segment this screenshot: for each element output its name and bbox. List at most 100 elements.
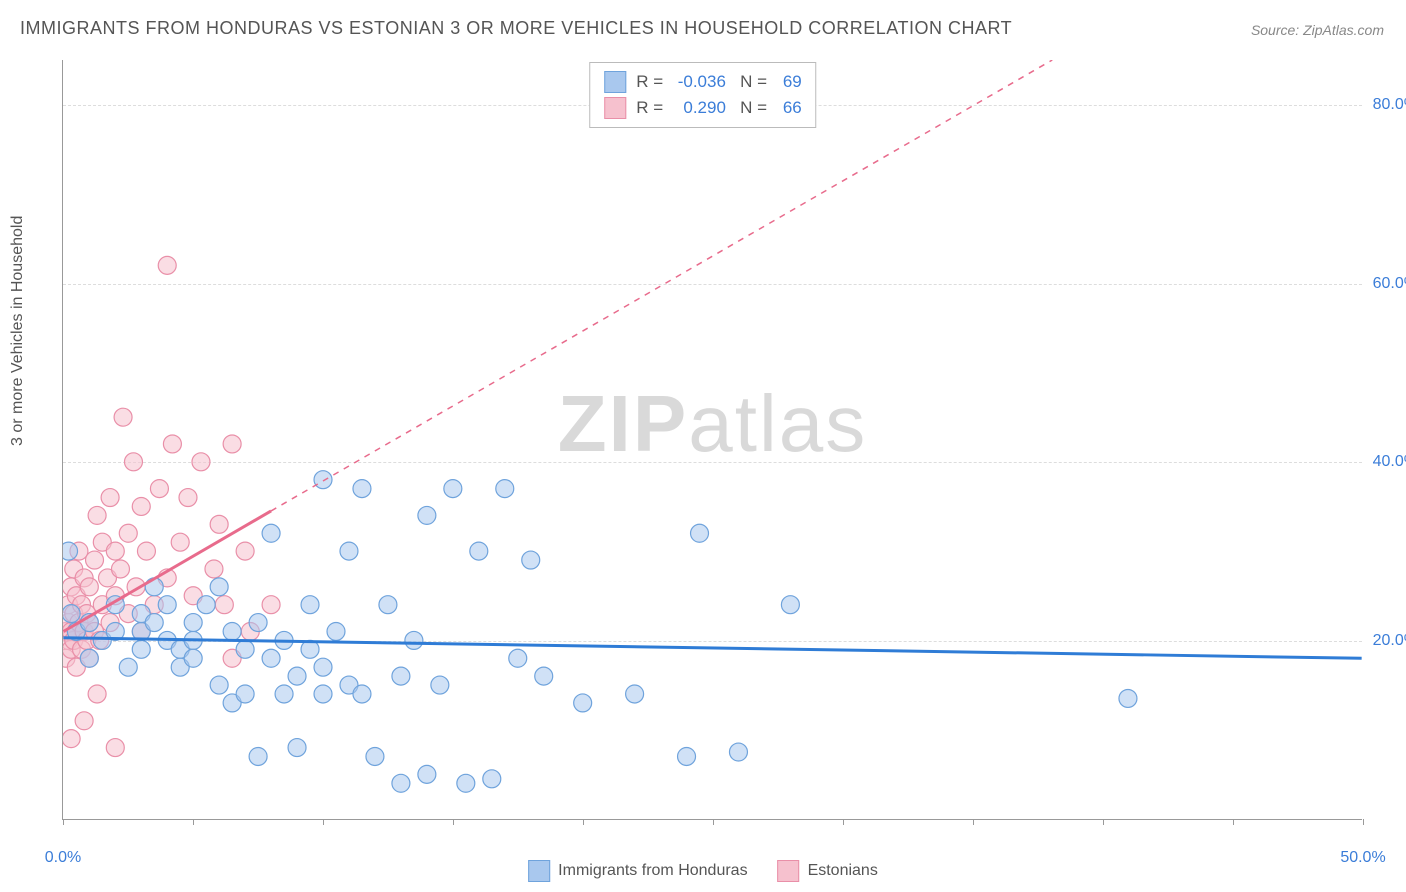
- bottom-legend-item: Estonians: [778, 860, 878, 882]
- bottom-legend-item: Immigrants from Honduras: [528, 860, 747, 882]
- data-point: [75, 712, 93, 730]
- data-point: [124, 453, 142, 471]
- data-point: [223, 622, 241, 640]
- x-tick: [713, 819, 714, 825]
- data-point: [210, 676, 228, 694]
- data-point: [405, 631, 423, 649]
- data-point: [340, 542, 358, 560]
- x-tick: [323, 819, 324, 825]
- data-point: [223, 435, 241, 453]
- data-point: [210, 515, 228, 533]
- data-point: [288, 739, 306, 757]
- data-point: [314, 685, 332, 703]
- data-point: [236, 685, 254, 703]
- data-point: [444, 480, 462, 498]
- data-point: [301, 596, 319, 614]
- data-point: [781, 596, 799, 614]
- data-point: [80, 649, 98, 667]
- data-point: [145, 578, 163, 596]
- data-point: [132, 640, 150, 658]
- data-point: [63, 542, 78, 560]
- y-tick-label: 60.0%: [1373, 275, 1406, 293]
- data-point: [111, 560, 129, 578]
- data-point: [145, 614, 163, 632]
- legend-swatch: [604, 97, 626, 119]
- data-point: [137, 542, 155, 560]
- data-point: [314, 471, 332, 489]
- y-tick-label: 40.0%: [1373, 453, 1406, 471]
- data-point: [288, 667, 306, 685]
- bottom-legend: Immigrants from Honduras Estonians: [528, 860, 878, 882]
- data-point: [88, 685, 106, 703]
- x-tick: [843, 819, 844, 825]
- chart-title: IMMIGRANTS FROM HONDURAS VS ESTONIAN 3 O…: [20, 18, 1012, 39]
- data-point: [262, 524, 280, 542]
- data-point: [353, 685, 371, 703]
- data-point: [184, 649, 202, 667]
- stats-legend: R = -0.036 N = 69R = 0.290 N = 66: [589, 62, 816, 128]
- data-point: [431, 676, 449, 694]
- data-point: [522, 551, 540, 569]
- y-tick-label: 80.0%: [1373, 96, 1406, 114]
- data-point: [210, 578, 228, 596]
- scatter-plot-svg: [63, 60, 1362, 819]
- data-point: [158, 256, 176, 274]
- data-point: [483, 770, 501, 788]
- x-tick-label: 0.0%: [45, 849, 81, 867]
- data-point: [119, 658, 137, 676]
- data-point: [327, 622, 345, 640]
- data-point: [80, 578, 98, 596]
- stat-legend-row: R = -0.036 N = 69: [604, 69, 801, 95]
- data-point: [163, 435, 181, 453]
- data-point: [249, 614, 267, 632]
- data-point: [470, 542, 488, 560]
- data-point: [88, 506, 106, 524]
- data-point: [1119, 689, 1137, 707]
- data-point: [392, 774, 410, 792]
- trend-line: [63, 638, 1361, 659]
- x-tick: [193, 819, 194, 825]
- data-point: [729, 743, 747, 761]
- x-tick: [453, 819, 454, 825]
- data-point: [86, 551, 104, 569]
- x-tick: [63, 819, 64, 825]
- data-point: [63, 730, 80, 748]
- data-point: [509, 649, 527, 667]
- data-point: [418, 506, 436, 524]
- x-tick: [973, 819, 974, 825]
- y-tick-label: 20.0%: [1373, 632, 1406, 650]
- legend-swatch: [528, 860, 550, 882]
- data-point: [184, 614, 202, 632]
- data-point: [179, 489, 197, 507]
- data-point: [418, 765, 436, 783]
- data-point: [262, 649, 280, 667]
- data-point: [106, 542, 124, 560]
- data-point: [249, 748, 267, 766]
- data-point: [205, 560, 223, 578]
- data-point: [197, 596, 215, 614]
- data-point: [691, 524, 709, 542]
- data-point: [457, 774, 475, 792]
- data-point: [158, 596, 176, 614]
- x-tick: [583, 819, 584, 825]
- data-point: [626, 685, 644, 703]
- data-point: [150, 480, 168, 498]
- legend-swatch: [778, 860, 800, 882]
- data-point: [496, 480, 514, 498]
- x-tick-label: 50.0%: [1340, 849, 1385, 867]
- data-point: [192, 453, 210, 471]
- x-tick: [1363, 819, 1364, 825]
- data-point: [392, 667, 410, 685]
- data-point: [678, 748, 696, 766]
- y-axis-label: 3 or more Vehicles in Household: [9, 216, 27, 446]
- data-point: [236, 640, 254, 658]
- x-tick: [1233, 819, 1234, 825]
- data-point: [353, 480, 371, 498]
- data-point: [119, 524, 137, 542]
- data-point: [132, 497, 150, 515]
- legend-label: Estonians: [808, 862, 878, 880]
- plot-area: ZIPatlas 20.0%40.0%60.0%80.0%0.0%50.0%: [62, 60, 1362, 820]
- legend-swatch: [604, 71, 626, 93]
- data-point: [366, 748, 384, 766]
- data-point: [535, 667, 553, 685]
